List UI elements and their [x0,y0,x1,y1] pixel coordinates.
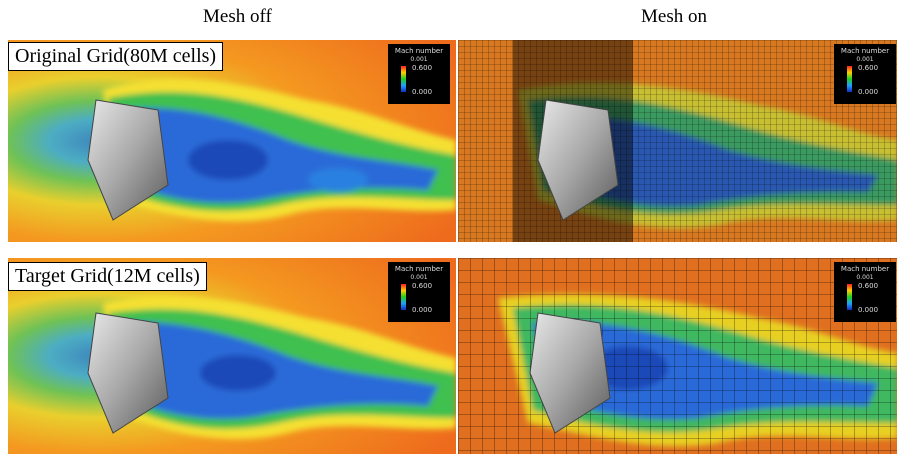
legend-title: Mach number [394,265,444,273]
legend-max: 0.600 [858,282,879,290]
legend-max: 0.600 [412,64,433,72]
flow-image-original-mesh-off [8,40,456,242]
legend-colorbar [401,284,406,310]
mach-contour-target-mesh-on [458,258,897,454]
mach-contour-target-mesh-off [8,258,456,454]
legend-colorbar [847,66,852,92]
legend-colorbar [847,284,852,310]
legend-subtitle: 0.001 [410,56,428,63]
mach-legend-original-right: Mach number 0.001 0.600 0.000 [834,44,896,104]
legend-min: 0.000 [858,88,879,96]
mach-contour-original-mesh-off [8,40,456,242]
legend-max: 0.600 [858,64,879,72]
legend-colorbar [401,66,406,92]
legend-subtitle: 0.001 [410,274,428,281]
row-label-original-grid: Original Grid(80M cells) [8,42,224,71]
legend-min: 0.000 [412,306,433,314]
legend-title: Mach number [394,47,444,55]
column-title-mesh-off: Mesh off [203,6,272,27]
legend-subtitle: 0.001 [856,56,874,63]
flow-image-target-mesh-on [458,258,897,454]
mach-legend-target-right: Mach number 0.001 0.600 0.000 [834,262,896,322]
legend-min: 0.000 [412,88,433,96]
flow-image-target-mesh-off [8,258,456,454]
mach-legend-target-left: Mach number 0.001 0.600 0.000 [388,262,450,322]
flow-image-original-mesh-on [458,40,897,242]
column-title-mesh-on: Mesh on [641,6,707,27]
legend-subtitle: 0.001 [856,274,874,281]
legend-title: Mach number [840,265,890,273]
row-label-target-grid: Target Grid(12M cells) [8,262,207,291]
legend-max: 0.600 [412,282,433,290]
mach-legend-original-left: Mach number 0.001 0.600 0.000 [388,44,450,104]
legend-min: 0.000 [858,306,879,314]
mach-contour-original-mesh-on [458,40,897,242]
legend-title: Mach number [840,47,890,55]
